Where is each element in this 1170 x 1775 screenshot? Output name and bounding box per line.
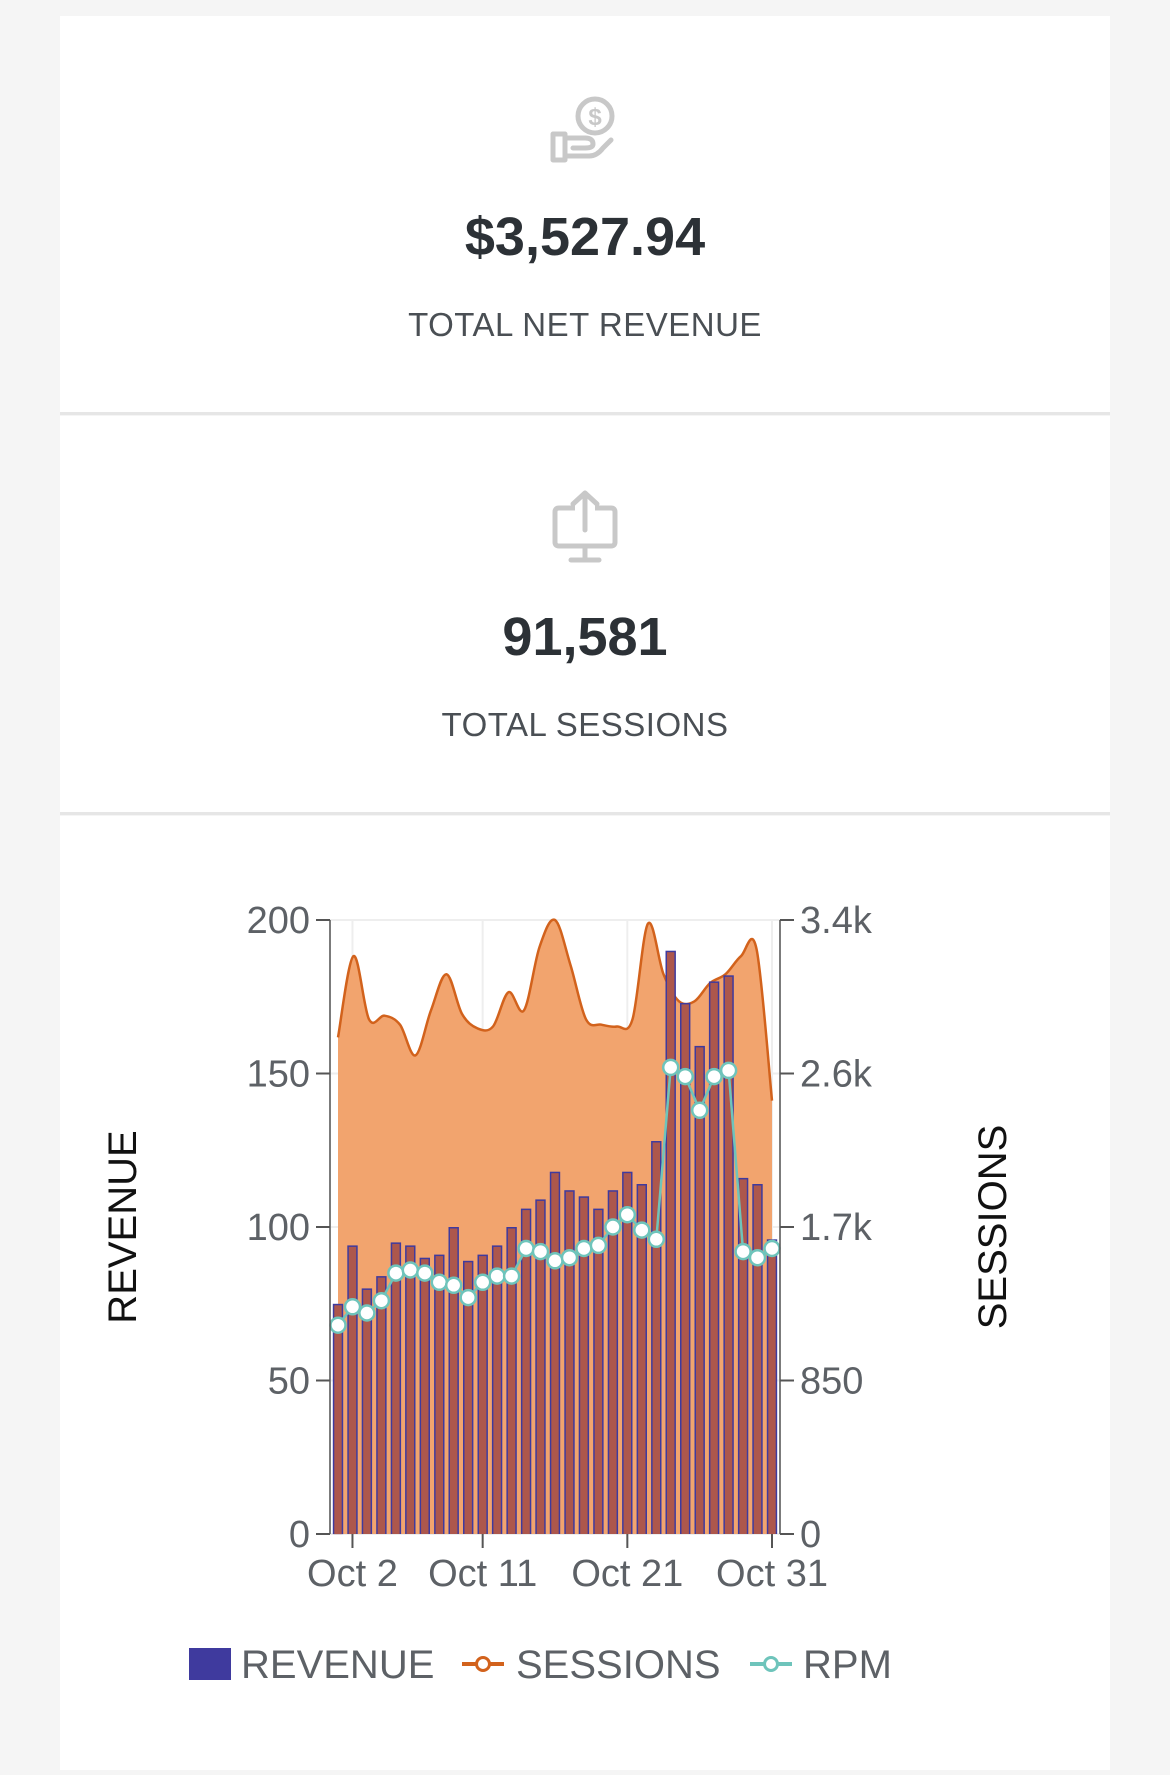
- y2-tick-label: 2.6k: [800, 1054, 873, 1096]
- x-tick-label: Oct 31: [716, 1553, 828, 1595]
- revenue-bar-overlay: [493, 1246, 501, 1534]
- rpm-point: [647, 1230, 666, 1249]
- y-axis-title: REVENUE: [101, 1130, 145, 1323]
- sessions-line: [336, 918, 774, 1101]
- y-tick-label: 100: [247, 1207, 310, 1249]
- y2-tick-label: 0: [800, 1514, 821, 1556]
- rpm-point: [705, 1067, 723, 1086]
- y2-tick-label: 1.7k: [800, 1207, 873, 1249]
- revenue-bar-overlay: [464, 1262, 472, 1534]
- sessions-card: 91,581 TOTAL SESSIONS: [60, 416, 1110, 812]
- y2-axis-title: SESSIONS: [971, 1125, 1015, 1330]
- rpm-point: [343, 1298, 362, 1316]
- monitor-upload-icon: [60, 490, 1110, 570]
- divider: [60, 412, 1110, 415]
- rpm-point: [618, 1205, 637, 1224]
- revenue-bar-overlay: [623, 1173, 631, 1534]
- rpm-point: [575, 1239, 593, 1258]
- svg-text:$: $: [588, 104, 602, 131]
- rpm-point: [488, 1267, 506, 1285]
- revenue-bar-overlay: [739, 1179, 747, 1534]
- revenue-bar-overlay: [710, 982, 718, 1534]
- revenue-bar-overlay: [667, 952, 675, 1534]
- revenue-bar-overlay: [594, 1210, 603, 1534]
- revenue-bar-overlay: [681, 1004, 689, 1534]
- revenue-sessions-chart: 0 50 100 150 200 0 850 1.7k 2.6k 3.4k Oct 2 Oct 11 O…: [101, 900, 1015, 1687]
- rpm-point: [430, 1273, 449, 1292]
- legend-rpm-marker: [763, 1656, 779, 1672]
- revenue-bar-overlay: [377, 1277, 386, 1534]
- rpm-point: [763, 1239, 781, 1258]
- revenue-bar-overlay: [435, 1256, 443, 1534]
- revenue-bar-overlay: [551, 1173, 559, 1534]
- revenue-bar-overlay: [536, 1200, 545, 1534]
- rpm-point: [416, 1264, 434, 1282]
- rpm-point: [473, 1273, 492, 1292]
- y-tick-label: 150: [247, 1054, 310, 1096]
- rpm-point: [589, 1236, 608, 1255]
- rpm-point: [444, 1276, 463, 1295]
- rpm-point: [372, 1291, 391, 1310]
- y-tick-label: 0: [289, 1514, 310, 1556]
- revenue-bar-overlay: [334, 1305, 342, 1535]
- rpm-point: [329, 1316, 347, 1334]
- total-net-revenue-label: TOTAL NET REVENUE: [408, 306, 762, 343]
- legend-revenue-label: REVENUE: [241, 1643, 434, 1687]
- total-sessions-label: TOTAL SESSIONS: [441, 706, 729, 743]
- revenue-bar-overlay: [450, 1228, 458, 1534]
- rpm-point: [358, 1304, 376, 1322]
- revenue-bar-overlay: [768, 1240, 776, 1534]
- revenue-card: $ $3,527.94 TOTAL NET REVENUE: [60, 16, 1110, 412]
- total-sessions-value: 91,581: [502, 607, 668, 667]
- revenue-bar-overlay: [392, 1243, 400, 1534]
- legend-revenue-swatch: [189, 1648, 231, 1680]
- total-net-revenue-value: $3,527.94: [464, 207, 706, 267]
- rpm-point: [661, 1058, 680, 1077]
- revenue-bar-overlay: [421, 1259, 429, 1534]
- rpm-point: [531, 1242, 550, 1261]
- revenue-bar-overlay: [522, 1210, 530, 1534]
- x-tick-label: Oct 11: [428, 1553, 537, 1595]
- revenue-bar-overlay: [609, 1191, 617, 1534]
- y2-tick-label: 850: [800, 1361, 863, 1403]
- rpm-point: [690, 1101, 709, 1120]
- revenue-bar-overlay: [652, 1142, 660, 1534]
- revenue-bar-overlay: [507, 1228, 516, 1534]
- chart-card: 0 50 100 150 200 0 850 1.7k 2.6k 3.4k Oct 2 Oct 11 O…: [60, 816, 1110, 1770]
- y-tick-label: 50: [268, 1361, 310, 1403]
- revenue-bar-overlay: [406, 1246, 414, 1534]
- rpm-point: [604, 1218, 622, 1236]
- y-tick-label: 200: [247, 900, 310, 942]
- revenue-bar-overlay: [753, 1185, 762, 1534]
- revenue-bar-overlay: [580, 1197, 588, 1534]
- divider: [60, 812, 1110, 815]
- rpm-point: [502, 1267, 521, 1285]
- rpm-point: [734, 1242, 752, 1261]
- rpm-point: [719, 1061, 738, 1080]
- rpm-point: [633, 1221, 651, 1239]
- rpm-point: [748, 1248, 767, 1267]
- rpm-point: [387, 1264, 405, 1282]
- revenue-bar-overlay: [696, 1047, 704, 1534]
- legend-rpm-label: RPM: [803, 1643, 892, 1687]
- rpm-point: [401, 1261, 420, 1279]
- revenue-bar-overlay: [363, 1289, 371, 1534]
- legend-sessions-marker: [475, 1656, 491, 1672]
- revenue-bar-overlay: [348, 1246, 357, 1534]
- x-tick-label: Oct 21: [571, 1553, 683, 1595]
- rpm-point: [459, 1288, 477, 1307]
- y2-tick-label: 3.4k: [800, 900, 873, 942]
- hand-coin-icon: $: [60, 90, 1110, 170]
- rpm-point: [676, 1067, 694, 1086]
- revenue-bar-overlay: [724, 976, 733, 1534]
- rpm-point: [546, 1252, 564, 1270]
- legend-sessions-label: SESSIONS: [516, 1643, 721, 1687]
- rpm-point: [517, 1239, 535, 1258]
- rpm-point: [560, 1248, 579, 1267]
- x-tick-label: Oct 2: [307, 1553, 398, 1595]
- revenue-bar-overlay: [479, 1256, 487, 1534]
- revenue-bar-overlay: [638, 1185, 646, 1534]
- revenue-bar-overlay: [565, 1191, 574, 1534]
